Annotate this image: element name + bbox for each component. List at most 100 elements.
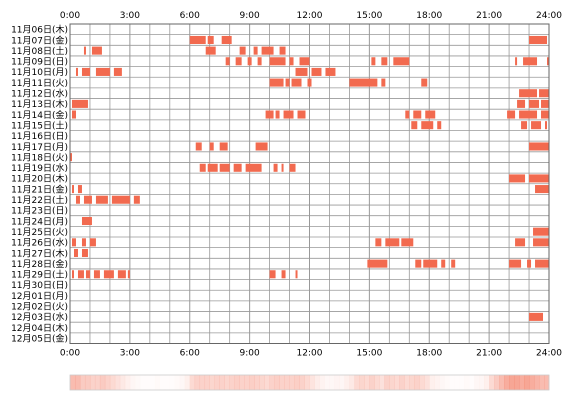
activity-segment bbox=[451, 259, 456, 268]
activity-segment bbox=[381, 57, 388, 66]
density-cell bbox=[134, 375, 141, 390]
day-label: 11月20日(木) bbox=[11, 173, 68, 185]
density-cell bbox=[449, 375, 454, 390]
x-tick-label-top: 12:00 bbox=[297, 11, 323, 21]
density-cell bbox=[369, 375, 375, 390]
activity-segment bbox=[515, 238, 526, 247]
density-cell bbox=[399, 375, 405, 390]
activity-segment bbox=[269, 57, 286, 66]
density-cell bbox=[339, 375, 345, 390]
activity-segment bbox=[239, 46, 246, 55]
activity-segment bbox=[219, 142, 228, 151]
density-cell bbox=[349, 375, 355, 390]
density-cell bbox=[409, 375, 415, 390]
activity-segment bbox=[411, 121, 418, 130]
activity-segment bbox=[281, 270, 286, 279]
density-cell bbox=[434, 375, 440, 390]
density-cell bbox=[329, 375, 335, 390]
activity-segment bbox=[117, 270, 126, 279]
density-cell bbox=[259, 375, 265, 390]
density-cell bbox=[99, 375, 106, 390]
activity-segment bbox=[437, 121, 442, 130]
activity-segment bbox=[283, 110, 294, 119]
density-cell bbox=[224, 375, 230, 390]
day-label: 11月13日(木) bbox=[11, 98, 68, 110]
x-tick-label-top: 3:00 bbox=[120, 11, 140, 21]
day-label: 11月10日(月) bbox=[11, 67, 68, 78]
density-cell bbox=[539, 375, 545, 390]
activity-segment bbox=[77, 270, 84, 279]
activity-segment bbox=[195, 142, 202, 151]
density-cell bbox=[145, 375, 150, 390]
activity-segment bbox=[533, 238, 549, 247]
density-cell bbox=[104, 375, 111, 390]
activity-segment bbox=[95, 67, 110, 76]
activity-segment bbox=[247, 57, 252, 66]
activity-segment bbox=[235, 57, 242, 66]
density-cell bbox=[404, 375, 410, 390]
activity-segment bbox=[415, 259, 422, 268]
activity-segment bbox=[81, 238, 86, 247]
day-label: 11月15日(土) bbox=[11, 119, 68, 131]
activity-segment bbox=[285, 78, 290, 87]
day-label: 11月21日(金) bbox=[11, 183, 68, 195]
activity-segment bbox=[289, 57, 294, 66]
density-cell bbox=[319, 375, 325, 390]
density-cell bbox=[114, 375, 121, 390]
activity-segment bbox=[349, 78, 378, 87]
density-cell bbox=[199, 375, 206, 390]
activity-segment bbox=[207, 163, 218, 172]
activity-segment bbox=[71, 110, 76, 119]
density-cell bbox=[519, 375, 525, 390]
density-cell bbox=[309, 375, 315, 390]
activity-segment bbox=[405, 110, 410, 119]
day-label: 12月05日(金) bbox=[11, 332, 68, 344]
activity-segment bbox=[527, 259, 532, 268]
day-label: 11月11日(火) bbox=[11, 78, 68, 89]
activity-segment bbox=[111, 195, 130, 204]
activity-segment bbox=[529, 312, 544, 321]
density-cell bbox=[274, 375, 280, 390]
density-cell bbox=[419, 375, 425, 390]
x-tick-label-bottom: 9:00 bbox=[240, 349, 260, 359]
activity-segment bbox=[81, 248, 88, 257]
activity-segment bbox=[257, 57, 262, 66]
activity-segment bbox=[253, 46, 258, 55]
density-cell bbox=[229, 375, 235, 390]
activity-segment bbox=[233, 163, 242, 172]
heatmap-frame bbox=[69, 23, 550, 344]
density-cell bbox=[334, 375, 340, 390]
activity-segment bbox=[127, 270, 130, 279]
density-strip bbox=[69, 374, 550, 391]
x-tick-label-bottom: 24:00 bbox=[536, 349, 562, 359]
density-cell bbox=[264, 375, 270, 390]
activity-segment bbox=[529, 99, 540, 108]
density-cell bbox=[484, 375, 490, 390]
density-cell bbox=[140, 375, 145, 390]
density-cell bbox=[459, 375, 464, 390]
activity-segment bbox=[275, 110, 280, 119]
density-cell bbox=[359, 375, 365, 390]
activity-segment bbox=[531, 121, 542, 130]
activity-segment bbox=[279, 46, 286, 55]
activity-segment bbox=[371, 57, 376, 66]
activity-segment bbox=[533, 227, 549, 236]
day-label: 11月08日(土) bbox=[11, 45, 68, 57]
activity-cells bbox=[70, 35, 549, 321]
density-cell bbox=[529, 375, 535, 390]
activity-segment bbox=[307, 78, 312, 87]
activity-segment bbox=[81, 217, 92, 226]
density-border bbox=[69, 374, 550, 391]
activity-segment bbox=[297, 110, 306, 119]
density-cell bbox=[389, 375, 395, 390]
activity-segment bbox=[113, 67, 122, 76]
activity-segment bbox=[205, 46, 216, 55]
density-cell bbox=[84, 375, 91, 390]
x-tick-label-top: 24:00 bbox=[536, 11, 562, 21]
x-tick-label-bottom: 3:00 bbox=[120, 349, 140, 359]
density-cell bbox=[379, 375, 385, 390]
activity-segment bbox=[545, 121, 548, 130]
density-cell bbox=[184, 375, 191, 390]
x-tick-label-top: 21:00 bbox=[476, 11, 502, 21]
density-cell bbox=[344, 375, 350, 390]
